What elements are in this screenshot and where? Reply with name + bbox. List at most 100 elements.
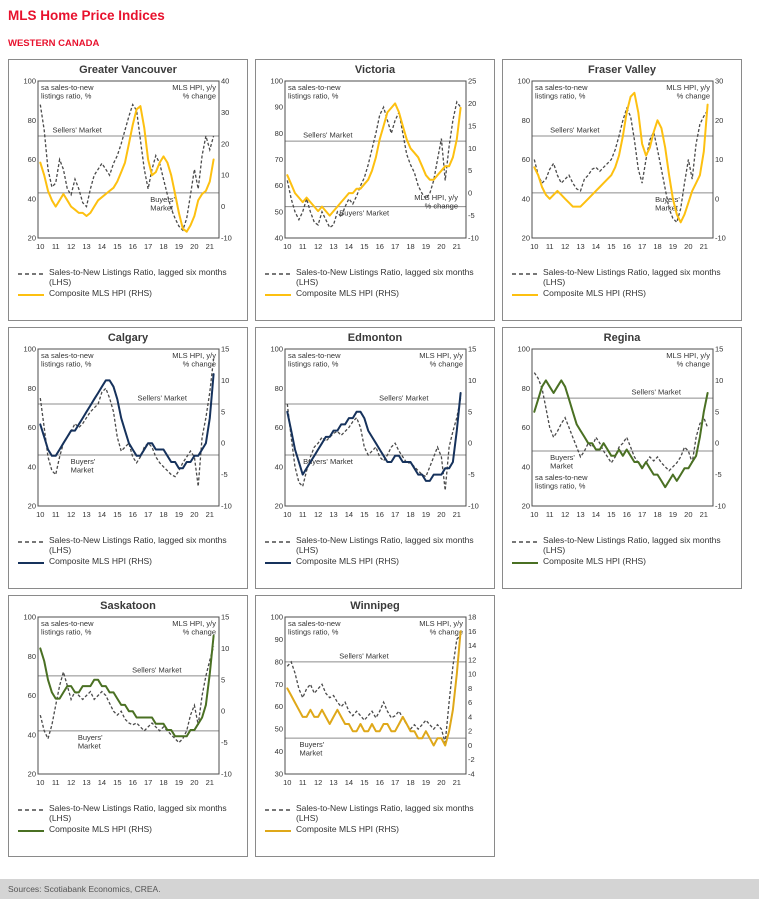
lhs-tick-label: 50: [274, 207, 282, 216]
chart-panel: Edmonton 20 40 60 80 100 -10 -5 0 5 10 15 10 11 12 13 1…: [255, 327, 495, 589]
solid-line-icon: [512, 561, 538, 564]
hpi-series-line: [285, 392, 462, 482]
x-tick-label: 21: [205, 778, 213, 787]
x-tick-label: 19: [668, 242, 676, 251]
chart-plot: 20 40 60 80 100 -10 -5 0 5 10 15 10 11 12 13 14 15 16 17 18…: [23, 345, 231, 520]
x-tick-label: 17: [143, 242, 151, 251]
chart-panel: Victoria 40 50 60 70 80 90 100 -10 -5 0 5 10 15 20 25 1…: [255, 59, 495, 321]
x-tick-label: 19: [421, 242, 429, 251]
x-tick-label: 17: [390, 778, 398, 787]
plot-border: [284, 348, 466, 507]
rhs-tick-label: 15: [221, 613, 229, 622]
lhs-axis-note: sa sales-to-new listings ratio, %: [288, 351, 341, 369]
rhs-axis-note: MLS HPI, y/y% change: [419, 351, 463, 369]
x-tick-label: 15: [113, 242, 121, 251]
lhs-tick-label: 70: [274, 155, 282, 164]
lhs-tick-label: 50: [274, 725, 282, 734]
hpi-legend-label: Composite MLS HPI (RHS): [296, 823, 399, 834]
x-tick-label: 20: [437, 242, 445, 251]
plot-border: [37, 616, 219, 775]
chart-legend: Sales-to-New Listings Ratio, lagged six …: [12, 534, 244, 567]
rhs-tick-label: 2: [468, 727, 472, 736]
rhs-tick-label: 10: [221, 644, 229, 653]
rhs-tick-label: 6: [468, 698, 472, 707]
rhs-tick-label: 5: [468, 166, 472, 175]
buyers-market-label: Buyers' Market: [77, 733, 102, 751]
ratio-series-line: [286, 397, 461, 491]
lhs-tick-label: 40: [27, 462, 35, 471]
legend-entry-hpi: Composite MLS HPI (RHS): [512, 556, 736, 567]
lhs-axis-note: sa sales-to-new listings ratio, %: [535, 473, 588, 491]
plot-border: [284, 616, 466, 775]
chart-legend: Sales-to-New Listings Ratio, lagged six …: [506, 266, 738, 299]
lhs-tick-label: 80: [274, 384, 282, 393]
lhs-tick-label: 20: [27, 234, 35, 243]
buyers-market-label: Buyers' Market: [550, 453, 575, 471]
solid-line-icon: [512, 293, 538, 296]
ratio-legend-label: Sales-to-New Listings Ratio, lagged six …: [543, 267, 721, 287]
x-tick-label: 14: [97, 778, 105, 787]
lhs-tick-label: 90: [274, 635, 282, 644]
hpi-series-line: [38, 373, 215, 470]
x-tick-label: 17: [143, 778, 151, 787]
x-tick-label: 10: [283, 778, 291, 787]
hpi-series-line: [38, 634, 215, 738]
report-header: MLS Home Price Indices WESTERN CANADA: [0, 0, 759, 49]
x-tick-label: 20: [437, 510, 445, 519]
lhs-tick-label: 100: [517, 77, 530, 86]
chart-legend: Sales-to-New Listings Ratio, lagged six …: [259, 802, 491, 835]
legend-entry-ratio: Sales-to-New Listings Ratio, lagged six …: [18, 267, 242, 288]
rhs-tick-label: -10: [468, 502, 479, 511]
x-tick-label: 18: [159, 778, 167, 787]
dashed-line-icon: [265, 809, 291, 811]
chart-legend: Sales-to-New Listings Ratio, lagged six …: [12, 266, 244, 299]
lhs-tick-label: 60: [521, 423, 529, 432]
x-tick-label: 11: [545, 510, 553, 519]
x-tick-label: 11: [298, 242, 306, 251]
x-tick-label: 13: [82, 242, 90, 251]
legend-entry-ratio: Sales-to-New Listings Ratio, lagged six …: [265, 535, 489, 556]
x-tick-label: 10: [530, 510, 538, 519]
x-tick-label: 19: [421, 778, 429, 787]
rhs-tick-label: 14: [468, 641, 476, 650]
chart-title: Greater Vancouver: [79, 64, 177, 76]
lhs-tick-label: 20: [521, 502, 529, 511]
x-tick-label: 13: [329, 510, 337, 519]
buyers-market-label: Buyers' Market: [339, 209, 390, 218]
lhs-axis-note: sa sales-to-new listings ratio, %: [288, 83, 341, 101]
solid-line-icon: [18, 293, 44, 296]
chart-title: Calgary: [107, 332, 149, 344]
lhs-tick-label: 80: [521, 116, 529, 125]
chart-title: Saskatoon: [100, 600, 156, 612]
dashed-line-icon: [512, 273, 538, 275]
rhs-tick-label: 5: [221, 407, 225, 416]
ratio-series-line: [533, 372, 708, 472]
ratio-legend-label: Sales-to-New Listings Ratio, lagged six …: [543, 535, 721, 555]
lhs-tick-label: 40: [521, 462, 529, 471]
rhs-tick-label: 0: [468, 439, 472, 448]
chart-title: Fraser Valley: [588, 64, 656, 76]
sellers-market-label: Sellers' Market: [303, 131, 353, 140]
rhs-tick-label: 10: [715, 376, 723, 385]
rhs-axis-note: MLS HPI, y/y% change: [172, 83, 216, 101]
chart-panel: Saskatoon 20 40 60 80 100 -10 -5 0 5 10 15 10 11 12 13…: [8, 595, 248, 857]
x-tick-label: 21: [452, 778, 460, 787]
plot-border: [531, 348, 713, 507]
x-tick-label: 15: [360, 510, 368, 519]
x-tick-label: 19: [174, 242, 182, 251]
x-tick-label: 12: [66, 510, 74, 519]
rhs-tick-label: -10: [221, 770, 232, 779]
x-tick-label: 16: [622, 510, 630, 519]
rhs-tick-label: 0: [715, 439, 719, 448]
x-tick-label: 15: [607, 242, 615, 251]
lhs-tick-label: 20: [274, 502, 282, 511]
x-tick-label: 19: [174, 778, 182, 787]
legend-entry-hpi: Composite MLS HPI (RHS): [265, 556, 489, 567]
x-tick-label: 16: [375, 510, 383, 519]
x-tick-label: 12: [66, 778, 74, 787]
x-tick-label: 20: [190, 510, 198, 519]
rhs-tick-label: 30: [221, 108, 229, 117]
x-tick-label: 18: [159, 510, 167, 519]
rhs-tick-label: 10: [221, 171, 229, 180]
